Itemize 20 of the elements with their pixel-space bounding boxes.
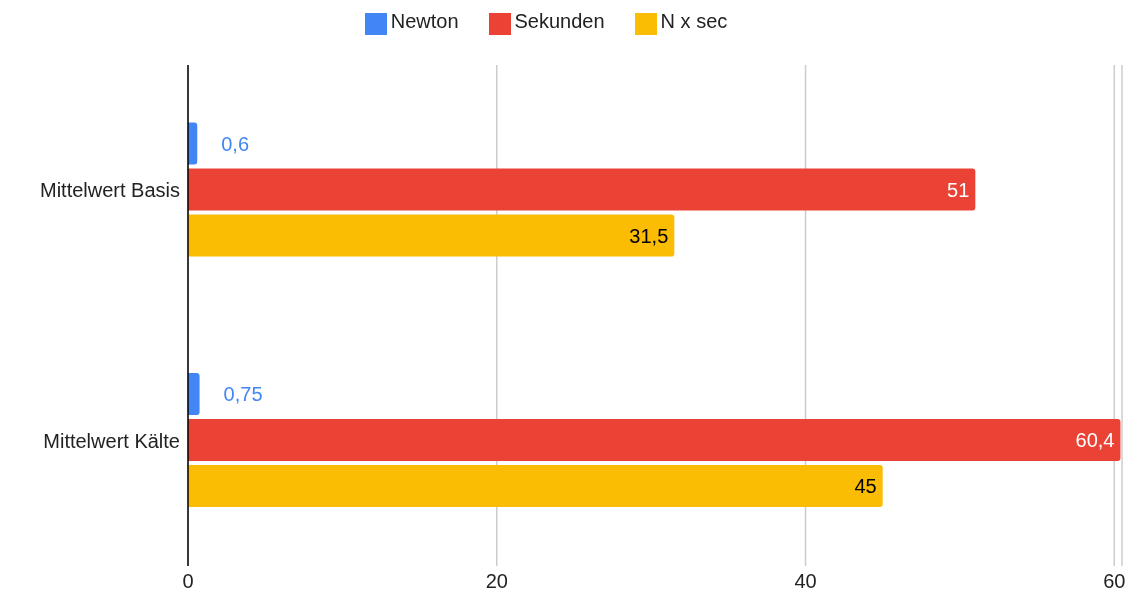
x-tick-label: 60 [1103,570,1126,593]
legend-label: Sekunden [514,10,605,32]
data-label: 31,5 [629,224,669,247]
y-tick-label: Mittelwert Kälte [43,429,180,452]
legend-label: N x sec [660,10,728,32]
data-label: 0,75 [223,383,263,406]
y-tick-label: Mittelwert Basis [39,179,180,202]
bar [188,419,1121,462]
bar [188,465,883,508]
x-tick-label: 20 [485,570,508,593]
legend-label: Newton [390,10,459,32]
data-label: 0,6 [221,132,250,155]
bar [188,168,976,211]
data-label: 45 [854,475,877,498]
x-tick-label: 0 [182,570,194,593]
x-tick-label: 40 [794,570,817,593]
bar [188,214,675,257]
data-label: 51 [947,178,970,201]
data-label: 60,4 [1075,429,1115,452]
bar [188,373,200,416]
